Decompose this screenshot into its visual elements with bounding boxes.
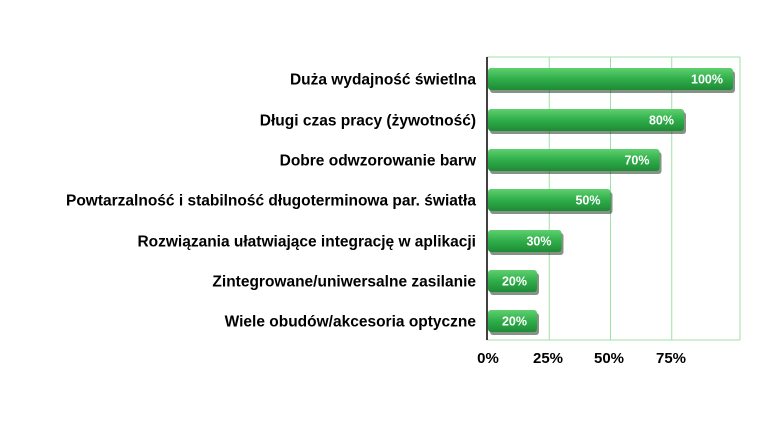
bar-value-label: 80% xyxy=(649,114,674,128)
x-tick-label: 0% xyxy=(477,350,499,367)
category-label: Powtarzalność i stabilność długoterminow… xyxy=(66,193,476,210)
bar-value-label: 100% xyxy=(691,73,723,87)
category-label: Długi czas pracy (żywotność) xyxy=(260,113,476,130)
x-tick-label: 75% xyxy=(656,350,686,367)
bar xyxy=(488,230,562,252)
bar-value-label: 20% xyxy=(502,315,527,329)
bar xyxy=(488,310,537,332)
bar xyxy=(488,68,733,90)
x-tick-label: 25% xyxy=(533,350,563,367)
bar xyxy=(488,189,611,211)
category-label: Dobre odwzorowanie barw xyxy=(280,153,477,170)
category-labels: Duża wydajność świetlna Długi czas pracy … xyxy=(66,72,477,331)
bar xyxy=(488,109,684,131)
bars: 100% 80% 70% 50% 30% 20% 20% xyxy=(488,68,735,335)
bar xyxy=(488,270,537,292)
bar xyxy=(488,149,660,171)
category-label: Zintegrowane/uniwersalne zasilanie xyxy=(212,274,476,291)
x-axis-ticks: 0% 25% 50% 75% xyxy=(477,350,686,367)
category-label: Wiele obudów/akcesoria optyczne xyxy=(225,314,477,331)
category-label: Duża wydajność świetlna xyxy=(290,72,476,89)
bar-value-label: 50% xyxy=(575,194,600,208)
category-label: Rozwiązania ułatwiające integrację w apl… xyxy=(137,234,476,251)
bar-value-label: 20% xyxy=(502,275,527,289)
bar-value-label: 70% xyxy=(624,154,649,168)
bar-value-label: 30% xyxy=(526,235,551,249)
x-tick-label: 50% xyxy=(594,350,624,367)
